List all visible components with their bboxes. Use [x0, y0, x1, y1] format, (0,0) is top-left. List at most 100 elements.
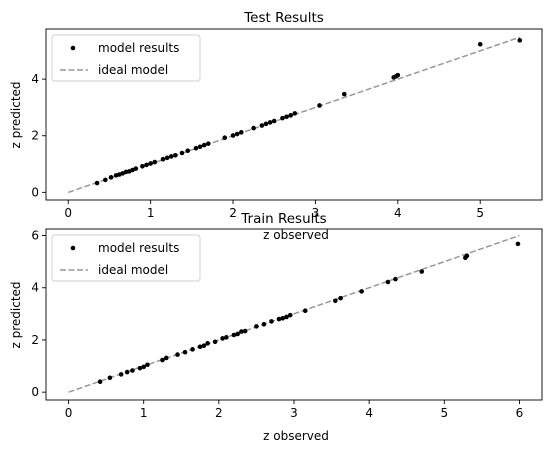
data-point	[464, 253, 470, 259]
data-point	[254, 324, 259, 329]
data-point	[197, 344, 203, 350]
y-tick-label: 6	[31, 229, 39, 243]
data-point	[230, 133, 236, 138]
data-point	[201, 142, 207, 148]
data-point	[103, 177, 108, 183]
y-tick-label: 0	[31, 185, 39, 199]
data-point	[251, 125, 256, 131]
data-point	[141, 364, 146, 370]
data-point	[182, 349, 188, 355]
data-point	[163, 355, 169, 361]
data-point	[263, 121, 269, 127]
data-point	[235, 331, 240, 337]
data-point	[515, 241, 521, 247]
data-point	[234, 131, 240, 137]
train-results-chart: 0 1 2 3 4 5 6 0 2 4 6 z observed z predicted mode…	[9, 211, 543, 443]
x-axis: 0 1 2 3 4 5 6	[65, 400, 524, 420]
data-point	[333, 298, 338, 304]
chart-title: Train Results	[240, 211, 326, 227]
data-point	[517, 38, 523, 43]
data-point	[175, 352, 180, 357]
y-axis: 0 2 4 6	[31, 229, 46, 399]
data-point	[292, 111, 298, 116]
data-point	[152, 159, 158, 165]
legend: model results ideal model	[51, 234, 201, 282]
data-point	[239, 329, 244, 334]
legend-box	[51, 34, 201, 82]
data-point	[193, 145, 199, 151]
data-point	[144, 162, 149, 168]
plot-marks	[68, 234, 521, 393]
data-point	[259, 123, 265, 128]
x-axis: 0 1 2 3 4 5	[64, 200, 484, 220]
data-point	[133, 166, 139, 171]
data-point	[288, 113, 294, 118]
data-point	[477, 41, 483, 47]
data-point	[197, 144, 203, 150]
x-tick-label: 6	[516, 406, 524, 420]
data-point	[280, 315, 286, 321]
x-tick-label: 1	[140, 406, 148, 420]
data-point	[140, 164, 145, 169]
y-axis-label: z predicted	[9, 281, 23, 348]
data-point	[242, 328, 248, 334]
test-results-chart: Test Results 0 1 2 3 4 5 0 2 4 z observed z pre…	[9, 10, 543, 242]
data-point	[393, 276, 398, 282]
data-point	[222, 135, 228, 141]
data-point	[338, 295, 343, 301]
legend-box	[51, 234, 201, 282]
data-point	[359, 289, 364, 294]
y-axis-label: z predicted	[9, 81, 23, 148]
y-tick-label: 2	[31, 129, 39, 143]
data-point	[284, 114, 289, 120]
plot-marks	[68, 36, 523, 194]
data-point	[206, 141, 211, 146]
data-point	[385, 279, 391, 285]
legend: model results ideal model	[51, 34, 201, 82]
data-point	[271, 118, 277, 124]
legend-marker-model-results	[70, 245, 76, 251]
y-tick-label: 0	[31, 385, 39, 399]
data-point	[220, 336, 225, 341]
legend-label-model-results: model results	[98, 41, 179, 55]
data-point	[160, 357, 165, 363]
legend-label-ideal-model: ideal model	[98, 63, 168, 77]
x-tick-label: 0	[65, 406, 73, 420]
x-axis-label: z observed	[263, 228, 329, 242]
data-point	[145, 362, 150, 368]
y-tick-label: 2	[31, 333, 39, 347]
data-point	[160, 156, 166, 162]
data-point	[173, 152, 178, 158]
y-axis: 0 2 4	[31, 72, 46, 199]
data-point	[148, 161, 153, 166]
data-point	[124, 369, 130, 375]
data-point	[419, 269, 425, 274]
data-point	[284, 314, 289, 320]
data-point	[261, 321, 267, 327]
data-point	[168, 154, 174, 159]
data-point	[118, 372, 124, 377]
y-tick-label: 4	[31, 72, 39, 86]
data-point	[212, 339, 218, 345]
x-tick-label: 0	[64, 206, 72, 220]
data-point	[238, 130, 244, 135]
data-point	[317, 103, 322, 108]
plot-frame	[45, 28, 543, 201]
data-point	[97, 379, 103, 385]
data-point	[108, 175, 114, 180]
x-tick-label: 5	[476, 206, 484, 220]
data-point	[267, 120, 273, 125]
x-axis-label: z observed	[263, 429, 329, 443]
legend-label-ideal-model: ideal model	[98, 263, 168, 277]
legend-label-model-results: model results	[98, 241, 179, 255]
data-point	[395, 72, 401, 78]
data-point	[224, 335, 229, 340]
x-tick-label: 2	[215, 406, 223, 420]
x-tick-label: 3	[312, 206, 320, 220]
data-point	[179, 150, 185, 156]
x-tick-label: 2	[229, 206, 237, 220]
data-point	[190, 347, 195, 352]
data-point	[205, 341, 210, 346]
y-tick-label: 4	[31, 281, 39, 295]
